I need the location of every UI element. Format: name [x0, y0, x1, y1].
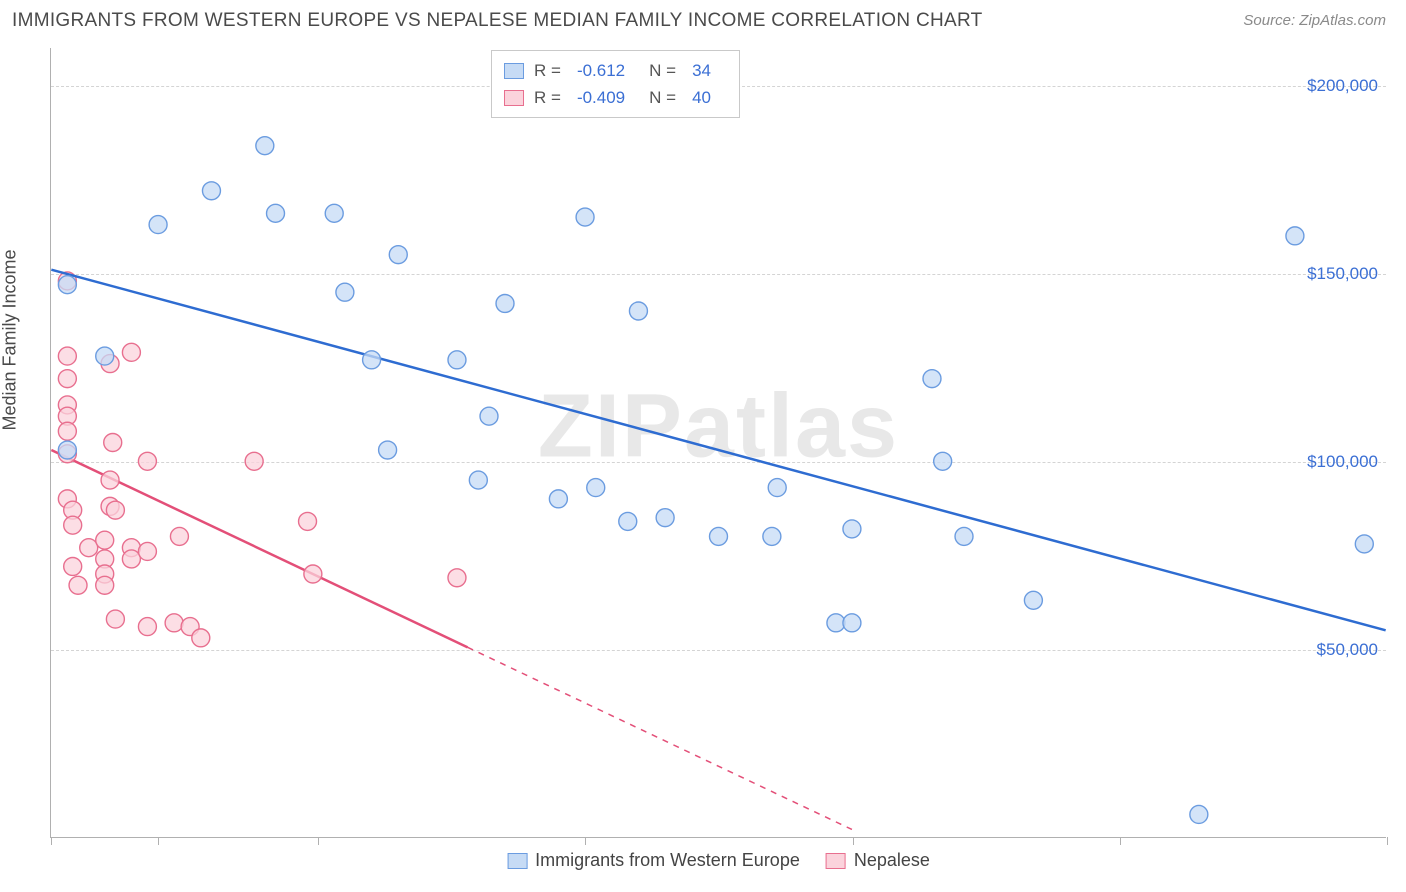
scatter-svg	[51, 48, 1386, 837]
swatch-np	[504, 90, 524, 106]
source-name: ZipAtlas.com	[1299, 12, 1386, 29]
n-value-np: 40	[692, 84, 711, 111]
n-label-np: N =	[649, 84, 676, 111]
x-tick	[853, 837, 854, 845]
swatch-we	[504, 63, 524, 79]
x-tick	[51, 837, 52, 845]
legend-series: Immigrants from Western Europe Nepalese	[507, 850, 930, 871]
legend-label-np: Nepalese	[854, 850, 930, 871]
chart-title: IMMIGRANTS FROM WESTERN EUROPE VS NEPALE…	[12, 10, 983, 32]
chart-plot-area: ZIPatlas R = -0.612 N = 34 R = -0.409 N …	[50, 48, 1386, 838]
x-tick	[318, 837, 319, 845]
legend-item-np: Nepalese	[826, 850, 930, 871]
source-prefix: Source:	[1243, 12, 1299, 29]
legend-item-we: Immigrants from Western Europe	[507, 850, 800, 871]
y-axis-label: Median Family Income	[0, 249, 21, 430]
swatch-we-2	[507, 853, 527, 869]
r-value-we: -0.612	[577, 57, 625, 84]
legend-row-we: R = -0.612 N = 34	[504, 57, 725, 84]
x-tick	[1120, 837, 1121, 845]
legend-row-np: R = -0.409 N = 40	[504, 84, 725, 111]
x-tick	[158, 837, 159, 845]
source-label: Source: ZipAtlas.com	[1243, 12, 1386, 30]
x-tick	[1387, 837, 1388, 845]
r-label-np: R =	[534, 84, 561, 111]
swatch-np-2	[826, 853, 846, 869]
legend-stats-box: R = -0.612 N = 34 R = -0.409 N = 40	[491, 50, 740, 118]
n-label-we: N =	[649, 57, 676, 84]
x-tick	[585, 837, 586, 845]
legend-label-we: Immigrants from Western Europe	[535, 850, 800, 871]
r-label-we: R =	[534, 57, 561, 84]
r-value-np: -0.409	[577, 84, 625, 111]
n-value-we: 34	[692, 57, 711, 84]
